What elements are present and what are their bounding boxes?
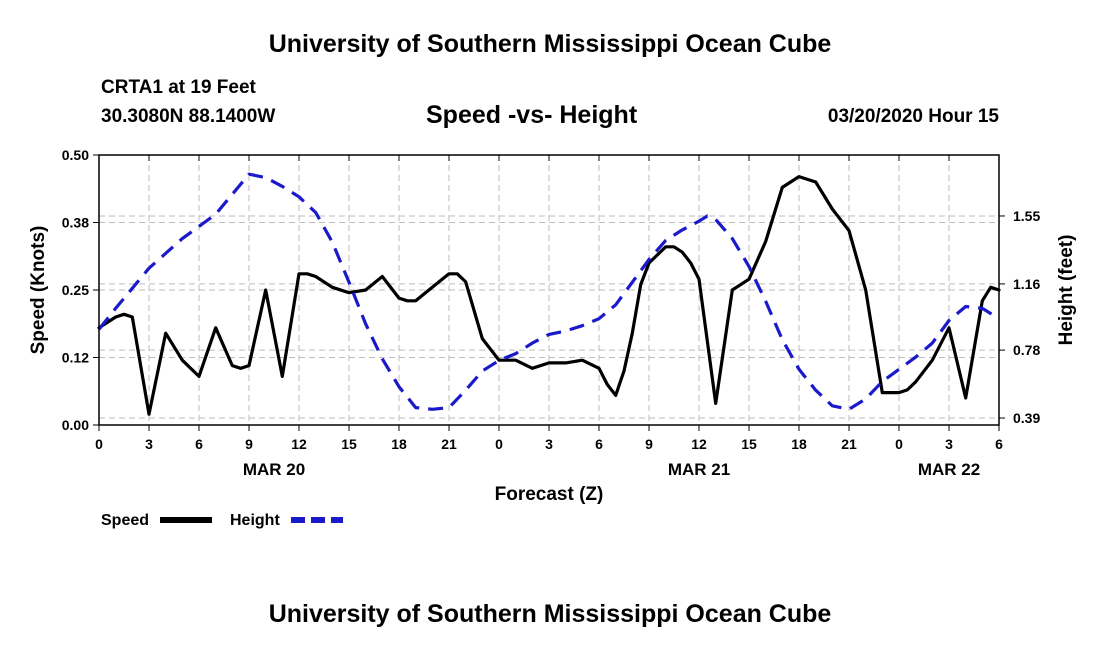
date-label: MAR 21 [668, 460, 730, 479]
x-tick-label: 9 [645, 436, 653, 452]
y2-tick-label: 0.78 [1013, 342, 1040, 358]
x-tick-label: 15 [741, 436, 757, 452]
forecast-date: 03/20/2020 Hour 15 [827, 106, 999, 127]
x-tick-label: 3 [945, 436, 953, 452]
y2-tick-label: 1.16 [1013, 276, 1040, 292]
x-tick-label: 3 [545, 436, 553, 452]
x-tick-label: 0 [495, 436, 503, 452]
x-tick-label: 21 [441, 436, 457, 452]
x-tick-label: 6 [995, 436, 1003, 452]
legend: Speed Height [101, 512, 343, 529]
date-label: MAR 22 [918, 460, 980, 479]
y-tick-label: 0.00 [62, 417, 89, 433]
chart-title: Speed -vs- Height [426, 101, 638, 129]
header-title: University of Southern Mississippi Ocean… [268, 30, 832, 58]
y-tick-label: 0.50 [62, 147, 89, 163]
x-tick-label: 18 [391, 436, 407, 452]
y-axis-label: Speed (Knots) [28, 226, 49, 355]
x-axis-label: Forecast (Z) [495, 484, 604, 505]
height-series-line [97, 172, 1000, 411]
x-tick-label: 6 [595, 436, 603, 452]
footer-title: University of Southern Mississippi Ocean… [268, 600, 832, 628]
y2-tick-label: 0.39 [1013, 410, 1040, 426]
legend-label-height: Height [230, 512, 280, 529]
y-tick-label: 0.12 [62, 350, 89, 366]
y-tick-label: 0.38 [62, 215, 89, 231]
x-tick-label: 0 [95, 436, 103, 452]
series-layer [97, 172, 1001, 416]
x-tick-label: 6 [195, 436, 203, 452]
date-label: MAR 20 [243, 460, 305, 479]
x-tick-label: 3 [145, 436, 153, 452]
station-name: CRTA1 at 19 Feet [101, 77, 256, 98]
x-tick-label: 0 [895, 436, 903, 452]
speed-series-line [97, 175, 1001, 416]
axes: 0 3 6 9 12 15 18 21 0 3 6 9 12 15 18 21 0 3 6 0.00 0.12 0.25 0… [28, 147, 1077, 505]
grid-lines [99, 155, 999, 425]
x-tick-label: 18 [791, 436, 807, 452]
x-tick-label: 12 [691, 436, 707, 452]
x-tick-label: 12 [291, 436, 307, 452]
x-tick-label: 9 [245, 436, 253, 452]
legend-label-speed: Speed [101, 512, 149, 529]
y-tick-label: 0.25 [62, 282, 89, 298]
y2-axis-label: Height (feet) [1056, 235, 1077, 346]
y2-tick-label: 1.55 [1013, 208, 1040, 224]
x-tick-label: 21 [841, 436, 857, 452]
station-coordinates: 30.3080N 88.1400W [101, 106, 276, 127]
x-tick-label: 15 [341, 436, 357, 452]
